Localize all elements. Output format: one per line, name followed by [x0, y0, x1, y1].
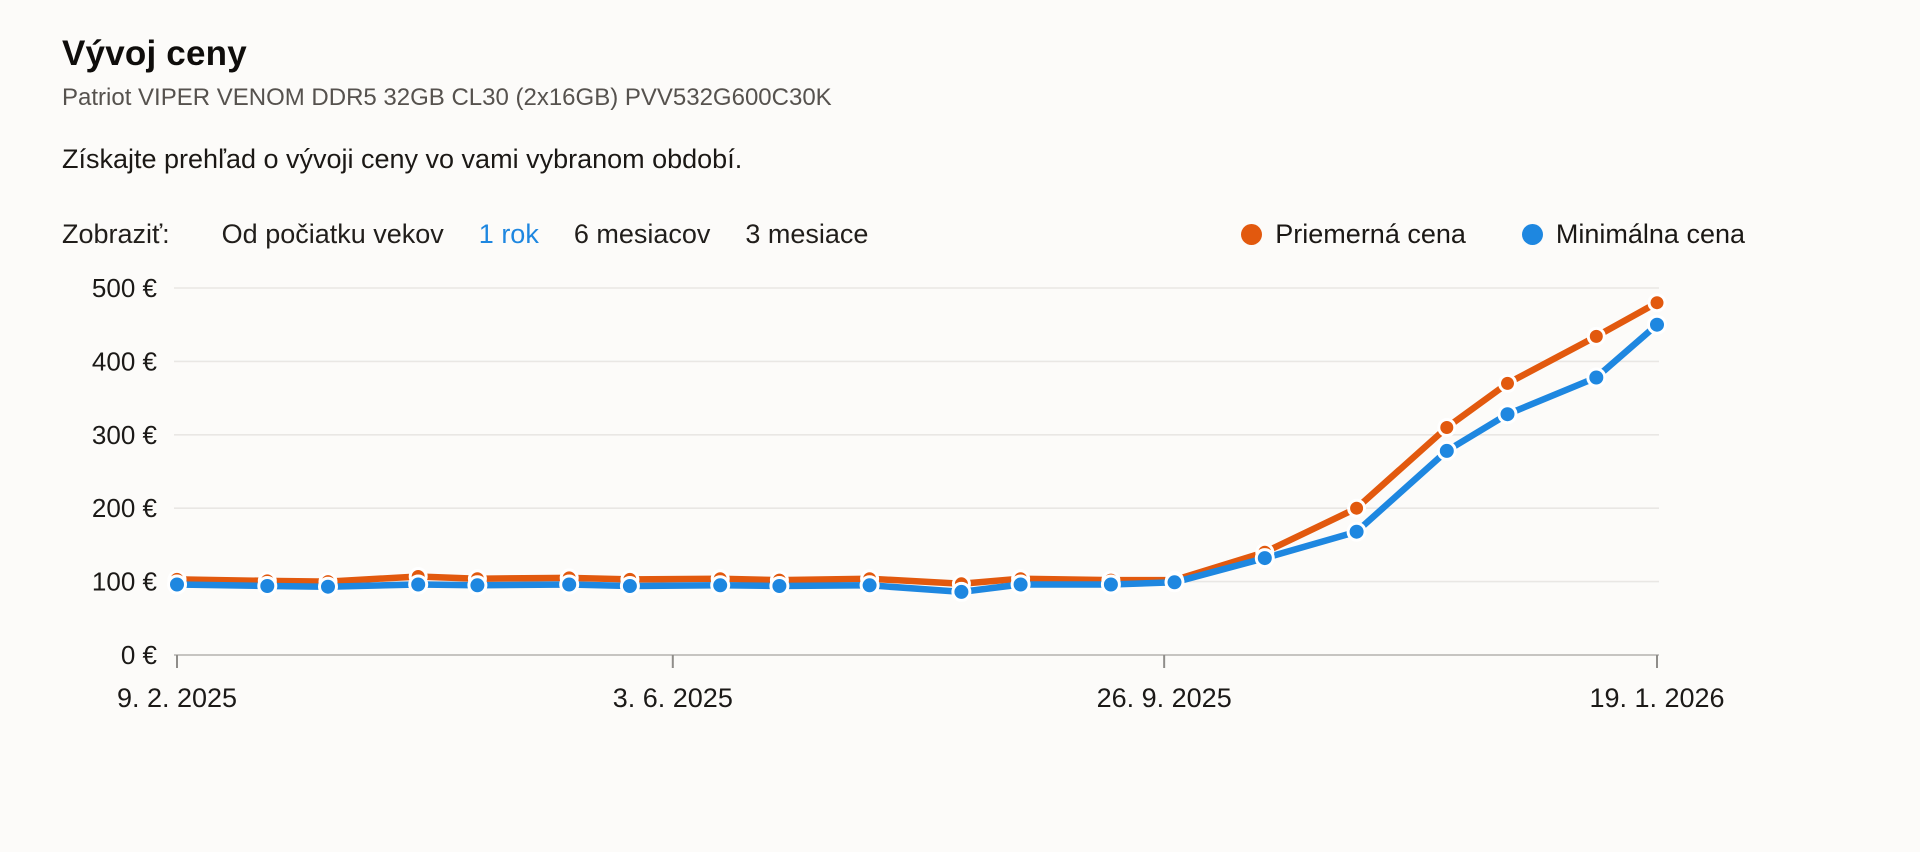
- data-point-average[interactable]: [1347, 498, 1367, 518]
- filter-option-3[interactable]: 3 mesiace: [745, 219, 869, 249]
- data-point-minimum[interactable]: [769, 576, 790, 596]
- legend-item-1[interactable]: Minimálna cena: [1521, 219, 1745, 250]
- filter-option-1[interactable]: 1 rok: [478, 219, 539, 249]
- data-point-minimum[interactable]: [1497, 404, 1518, 425]
- data-point-average[interactable]: [1586, 326, 1606, 346]
- data-point-minimum[interactable]: [1586, 367, 1607, 388]
- product-subtitle: Patriot VIPER VENOM DDR5 32GB CL30 (2x16…: [62, 84, 832, 111]
- filter-option-2[interactable]: 6 mesiacov: [573, 219, 711, 249]
- data-point-minimum[interactable]: [167, 574, 187, 595]
- legend-dot-icon: [1521, 224, 1543, 245]
- x-axis-label: 26. 9. 2025: [1097, 683, 1232, 713]
- data-point-minimum[interactable]: [710, 575, 731, 596]
- data-point-minimum[interactable]: [859, 575, 880, 596]
- data-point-average[interactable]: [1498, 373, 1517, 393]
- legend-item-label: Priemerná cena: [1275, 219, 1466, 249]
- data-point-minimum[interactable]: [1254, 548, 1275, 569]
- legend-item-label: Minimálna cena: [1555, 219, 1745, 249]
- period-filters: Zobraziť: Od počiatku vekov 1 rok 6 mesiac…: [62, 219, 868, 250]
- x-axis-label: 19. 1. 2026: [1589, 683, 1724, 713]
- x-axis-label: 9. 2. 2025: [117, 683, 237, 713]
- data-point-average[interactable]: [1437, 418, 1457, 437]
- data-point-average[interactable]: [1647, 293, 1667, 313]
- chart-legend: Priemerná cena Minimálna cena: [1241, 219, 1745, 250]
- data-point-minimum[interactable]: [257, 576, 278, 596]
- x-axis-label: 3. 6. 2025: [613, 683, 733, 713]
- legend-item-0[interactable]: Priemerná cena: [1241, 219, 1466, 250]
- page-description: Získajte prehľad o vývoji ceny vo vami v…: [62, 144, 743, 174]
- data-point-minimum[interactable]: [619, 576, 640, 596]
- chart-area: 0 € 100 € 200 € 300 € 400 € 500 € 9. 2. 2025 3.…: [0, 250, 1920, 760]
- data-point-minimum[interactable]: [1436, 440, 1457, 461]
- series-line-average: [173, 299, 1661, 588]
- chart-controls: Zobraziť: Od počiatku vekov 1 rok 6 mesiac…: [0, 219, 1920, 250]
- chart-header: Vývoj ceny Patriot VIPER VENOM DDR5 32GB…: [0, 0, 1920, 175]
- data-point-minimum[interactable]: [1010, 574, 1031, 595]
- y-axis-label: 100 €: [92, 567, 158, 597]
- data-point-minimum[interactable]: [1164, 572, 1185, 593]
- legend-dot-icon: [1241, 224, 1263, 245]
- data-point-minimum[interactable]: [318, 576, 338, 597]
- price-chart: 0 € 100 € 200 € 300 € 400 € 500 € 9. 2. 2025 3.…: [92, 273, 1725, 713]
- filter-option-0[interactable]: Od počiatku vekov: [221, 219, 444, 249]
- y-axis-label: 300 €: [92, 420, 158, 450]
- data-point-minimum[interactable]: [467, 575, 488, 596]
- y-axis-label: 0 €: [121, 640, 158, 670]
- filter-label: Zobraziť:: [62, 219, 170, 249]
- data-point-minimum[interactable]: [408, 574, 429, 595]
- data-point-minimum[interactable]: [1100, 574, 1121, 595]
- data-point-minimum[interactable]: [559, 574, 580, 595]
- y-axis-label: 200 €: [92, 493, 158, 523]
- data-point-minimum[interactable]: [951, 581, 972, 602]
- data-point-minimum[interactable]: [1647, 314, 1667, 335]
- series-line-minimum: [173, 321, 1661, 596]
- page-title: Vývoj ceny: [62, 34, 247, 73]
- data-point-minimum[interactable]: [1346, 521, 1367, 542]
- y-axis-label: 500 €: [92, 273, 158, 303]
- y-axis-label: 400 €: [92, 346, 158, 376]
